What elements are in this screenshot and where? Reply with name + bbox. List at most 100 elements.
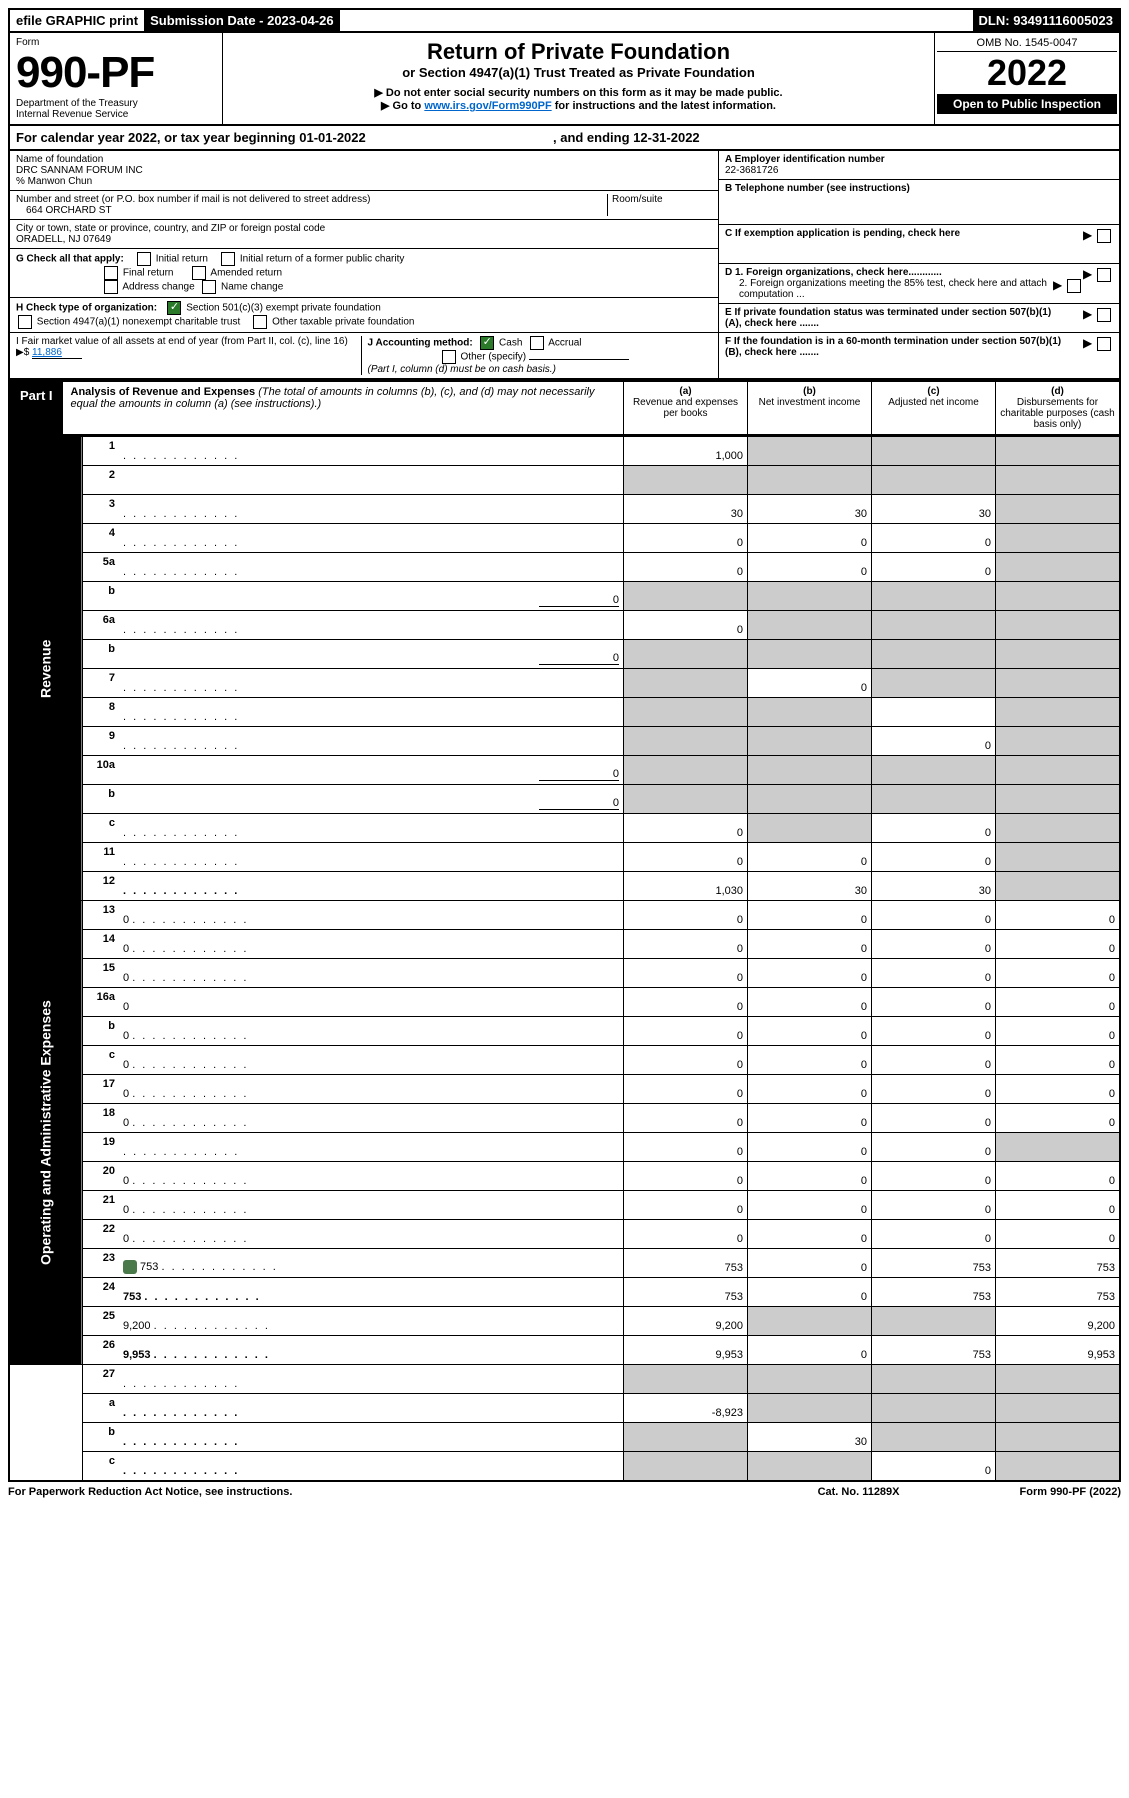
- cell-value: 0: [748, 1075, 872, 1104]
- line-num: c: [83, 1452, 120, 1482]
- cell-value: 0: [748, 524, 872, 553]
- col-c-head: (c)Adjusted net income: [871, 382, 995, 434]
- cell-value: 0: [872, 1191, 996, 1220]
- table-row: Revenue1 1,000: [9, 437, 1120, 466]
- f-cell: F If the foundation is in a 60-month ter…: [719, 333, 1119, 361]
- cell-value: [996, 814, 1121, 843]
- table-row: 19 000: [9, 1133, 1120, 1162]
- cell-value: [624, 785, 748, 814]
- chk-address-change[interactable]: [104, 280, 118, 294]
- chk-cash[interactable]: [480, 336, 494, 350]
- table-row: 2: [9, 466, 1120, 495]
- form-ref: Form 990-PF (2022): [1020, 1486, 1121, 1498]
- line-num: 3: [83, 495, 120, 524]
- table-row: 3 303030: [9, 495, 1120, 524]
- cell-value: 0: [872, 1046, 996, 1075]
- chk-501c3[interactable]: [167, 301, 181, 315]
- cell-value: [872, 582, 996, 611]
- cell-value: 30: [748, 872, 872, 901]
- foundation-name: DRC SANNAM FORUM INC: [16, 165, 712, 176]
- table-row: a -8,923: [9, 1394, 1120, 1423]
- line-desc: [119, 437, 624, 466]
- chk-other-taxable[interactable]: [253, 315, 267, 329]
- cell-value: [996, 1452, 1121, 1482]
- title-block: Return of Private Foundation or Section …: [223, 33, 934, 124]
- cell-value: 0: [624, 814, 748, 843]
- table-row: 200 0000: [9, 1162, 1120, 1191]
- d-cell: D 1. Foreign organizations, check here..…: [719, 264, 1119, 304]
- attach-icon[interactable]: [123, 1260, 137, 1274]
- chk-initial-former[interactable]: [221, 252, 235, 266]
- table-row: 9 0: [9, 727, 1120, 756]
- line-desc: 0: [119, 582, 624, 611]
- care-of: % Manwon Chun: [16, 176, 712, 187]
- cell-value: 0: [624, 524, 748, 553]
- line-num: 26: [83, 1336, 120, 1365]
- cell-value: [872, 466, 996, 495]
- cell-value: [624, 698, 748, 727]
- chk-d2[interactable]: [1067, 279, 1081, 293]
- cell-value: 1,030: [624, 872, 748, 901]
- irs-link[interactable]: www.irs.gov/Form990PF: [424, 100, 551, 112]
- cell-value: [996, 437, 1121, 466]
- cell-value: 0: [872, 524, 996, 553]
- dln: DLN: 93491116005023: [973, 10, 1119, 31]
- line-num: b: [83, 1017, 120, 1046]
- cell-value: 0: [624, 1075, 748, 1104]
- cell-value: 0: [872, 843, 996, 872]
- table-row: Operating and Administrative Expenses130…: [9, 901, 1120, 930]
- table-row: c 00: [9, 814, 1120, 843]
- chk-name-change[interactable]: [202, 280, 216, 294]
- city-state-zip: ORADELL, NJ 07649: [16, 234, 712, 245]
- table-row: 11 000: [9, 843, 1120, 872]
- chk-c[interactable]: [1097, 229, 1111, 243]
- section-vlabel: Revenue: [9, 437, 83, 901]
- line-desc: 0: [119, 1220, 624, 1249]
- city-cell: City or town, state or province, country…: [10, 220, 718, 249]
- cell-value: 0: [872, 1017, 996, 1046]
- chk-d1[interactable]: [1097, 268, 1111, 282]
- cell-value: 0: [624, 1191, 748, 1220]
- cell-value: 0: [748, 930, 872, 959]
- cell-value: 0: [748, 1133, 872, 1162]
- cell-value: -8,923: [624, 1394, 748, 1423]
- cell-value: 753: [996, 1278, 1121, 1307]
- line-num: b: [83, 1423, 120, 1452]
- cell-value: [624, 669, 748, 698]
- cell-value: 0: [624, 901, 748, 930]
- cell-value: 0: [996, 1104, 1121, 1133]
- top-bar: efile GRAPHIC print Submission Date - 20…: [8, 8, 1121, 33]
- line-num: 17: [83, 1075, 120, 1104]
- cat-no: Cat. No. 11289X: [818, 1486, 900, 1498]
- chk-initial[interactable]: [137, 252, 151, 266]
- line-num: 22: [83, 1220, 120, 1249]
- cell-value: 30: [748, 1423, 872, 1452]
- omb-number: OMB No. 1545-0047: [937, 35, 1117, 52]
- cell-value: 0: [748, 1046, 872, 1075]
- chk-other-method[interactable]: [442, 350, 456, 364]
- cell-value: [748, 466, 872, 495]
- line-desc: 9,953: [119, 1336, 624, 1365]
- cell-value: [872, 1394, 996, 1423]
- line-desc: 0: [119, 1046, 624, 1075]
- chk-amended[interactable]: [192, 266, 206, 280]
- fmv-value[interactable]: 11,886: [32, 347, 82, 359]
- chk-final[interactable]: [104, 266, 118, 280]
- line-desc: 9,200: [119, 1307, 624, 1336]
- form-word: Form: [16, 37, 216, 48]
- cell-value: 0: [624, 1133, 748, 1162]
- chk-4947[interactable]: [18, 315, 32, 329]
- cell-value: 0: [624, 988, 748, 1017]
- cell-value: [624, 1365, 748, 1394]
- chk-e[interactable]: [1097, 308, 1111, 322]
- cell-value: 0: [748, 1336, 872, 1365]
- identity-section: Name of foundation DRC SANNAM FORUM INC …: [8, 151, 1121, 380]
- line-num: a: [83, 1394, 120, 1423]
- calendar-year-row: For calendar year 2022, or tax year begi…: [8, 124, 1121, 151]
- chk-accrual[interactable]: [530, 336, 544, 350]
- cell-value: [872, 756, 996, 785]
- line-desc: [119, 1423, 624, 1452]
- line-desc: [119, 466, 624, 495]
- year-block: OMB No. 1545-0047 2022 Open to Public In…: [934, 33, 1119, 124]
- chk-f[interactable]: [1097, 337, 1111, 351]
